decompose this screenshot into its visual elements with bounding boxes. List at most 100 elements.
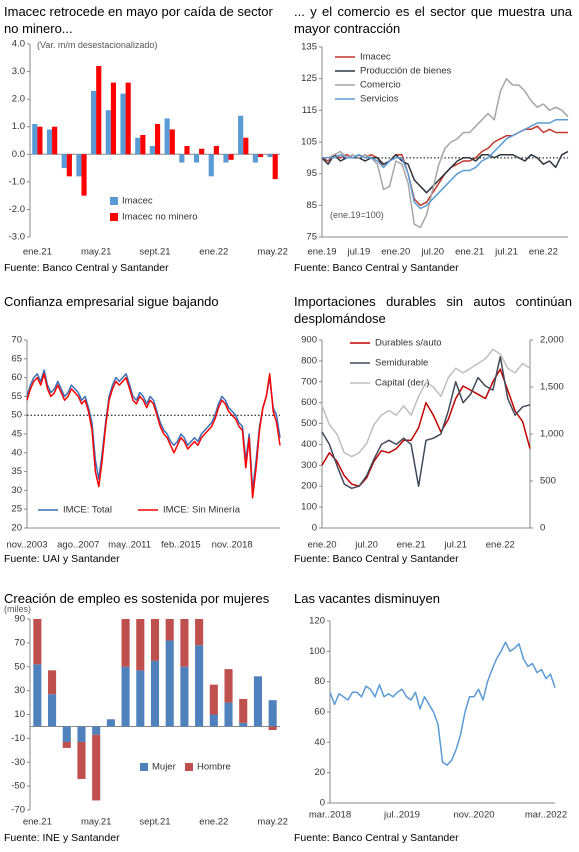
y-tick-label: 30: [11, 485, 22, 496]
bar-segment: [136, 619, 145, 671]
y-tick-label: 70: [14, 637, 25, 648]
source-note: Fuente: Banco Central y Santander: [294, 262, 459, 274]
bar-segment: [33, 619, 42, 665]
x-tick-label: mar..2018: [309, 810, 351, 821]
y-tick-label: 600: [301, 397, 317, 408]
y-tick-label: 800: [301, 355, 317, 366]
y-tick-label: 0.0: [12, 149, 25, 160]
bar: [149, 146, 155, 155]
bar: [257, 154, 264, 158]
bar-segment: [195, 619, 204, 646]
bar-segment: [136, 670, 145, 727]
y2-tick-label: 0: [540, 523, 545, 534]
x-tick-label: may.22: [257, 817, 287, 828]
bar-segment: [121, 619, 130, 667]
bar-segment: [209, 684, 218, 715]
bar: [223, 154, 229, 163]
y-tick-label: -3.0: [9, 232, 25, 243]
y-tick-label: 95: [306, 168, 317, 179]
series-line: [322, 119, 568, 210]
y-tick-label: -30: [11, 757, 25, 768]
bar-segment: [165, 640, 174, 727]
y-tick-label: 45: [11, 429, 22, 440]
x-tick-label: may..2011: [108, 540, 151, 551]
legend-label: Producción de bienes: [360, 66, 452, 77]
series-line: [321, 355, 531, 490]
y-tick-label: 3.0: [12, 66, 25, 77]
series-line: [26, 369, 281, 492]
y-tick-label: -70: [11, 805, 25, 816]
y-tick-label: -1.0: [9, 176, 25, 187]
y-tick-label: 120: [309, 616, 325, 627]
bar: [213, 146, 219, 155]
bar: [199, 148, 205, 155]
bar: [105, 110, 111, 155]
bar-segment: [106, 719, 115, 727]
bar-segment: [62, 741, 71, 748]
series-line: [321, 125, 568, 207]
bar-segment: [150, 660, 160, 727]
x-tick-label: ene.20: [381, 247, 410, 258]
y-tick-label: 10: [14, 709, 25, 720]
bar-segment: [62, 726, 71, 742]
x-tick-label: ene.21: [455, 247, 484, 258]
bar: [125, 82, 131, 155]
x-tick-label: ene.21: [23, 817, 52, 828]
bar-segment: [77, 741, 86, 779]
bar: [76, 154, 82, 177]
legend-label: Servicios: [360, 94, 399, 105]
bar-segment: [77, 726, 86, 742]
chart-title: ... y el comercio es el sector que muest…: [294, 4, 572, 36]
x-tick-label: ene.21: [23, 247, 52, 258]
bar-segment: [180, 619, 189, 667]
y-tick-label: 75: [306, 232, 317, 243]
legend-swatch: [140, 763, 148, 771]
bar-segment: [195, 645, 204, 727]
bar: [238, 115, 244, 155]
y-tick-label: 25: [11, 504, 22, 515]
y-tick-label: 30: [14, 685, 25, 696]
bar: [37, 126, 43, 155]
series-line: [329, 641, 556, 766]
series-line: [321, 150, 569, 194]
x-tick-label: may.21: [81, 817, 111, 828]
x-tick-label: jul.21: [494, 247, 518, 258]
y-tick-label: 500: [301, 418, 317, 429]
bar-segment: [150, 619, 160, 661]
y-tick-label: 125: [301, 73, 317, 84]
x-tick-label: nov..2020: [453, 810, 494, 821]
source-note: Fuente: Banco Central y Santander: [4, 262, 169, 274]
bar: [32, 123, 38, 155]
subtitle: (Var. m/m desestacionalizado): [37, 40, 158, 50]
bar: [110, 82, 117, 155]
x-tick-label: jul.20: [354, 540, 378, 551]
x-tick-label: ene.20: [307, 540, 336, 551]
bar-segment: [48, 694, 57, 727]
legend-label: IMCE: Total: [63, 505, 112, 516]
y-tick-label: 60: [11, 372, 22, 383]
bar: [96, 66, 102, 155]
x-tick-label: feb..2015: [161, 540, 201, 551]
legend-swatch: [185, 763, 193, 771]
bar-segment: [268, 726, 277, 731]
bar: [169, 129, 175, 155]
y-tick-label: 135: [301, 42, 317, 53]
y-tick-label: 85: [306, 200, 317, 211]
bar: [179, 154, 185, 163]
y2-tick-label: 1,500: [540, 382, 564, 393]
bar: [184, 146, 190, 155]
bar-segment: [253, 676, 262, 727]
bar-segment: [48, 670, 57, 695]
y-tick-label: -2.0: [9, 204, 25, 215]
bar: [193, 154, 200, 163]
x-tick-label: sept.21: [139, 247, 170, 258]
y-tick-label: 40: [11, 447, 22, 458]
y-tick-label: 40: [314, 737, 325, 748]
chart-title: Las vacantes disminuyen: [294, 591, 440, 606]
series-line: [322, 77, 569, 229]
bar: [228, 154, 234, 160]
y-tick-label: 80: [314, 676, 325, 687]
source-note: Fuente: INE y Santander: [4, 832, 120, 844]
bar-segment: [92, 726, 101, 735]
